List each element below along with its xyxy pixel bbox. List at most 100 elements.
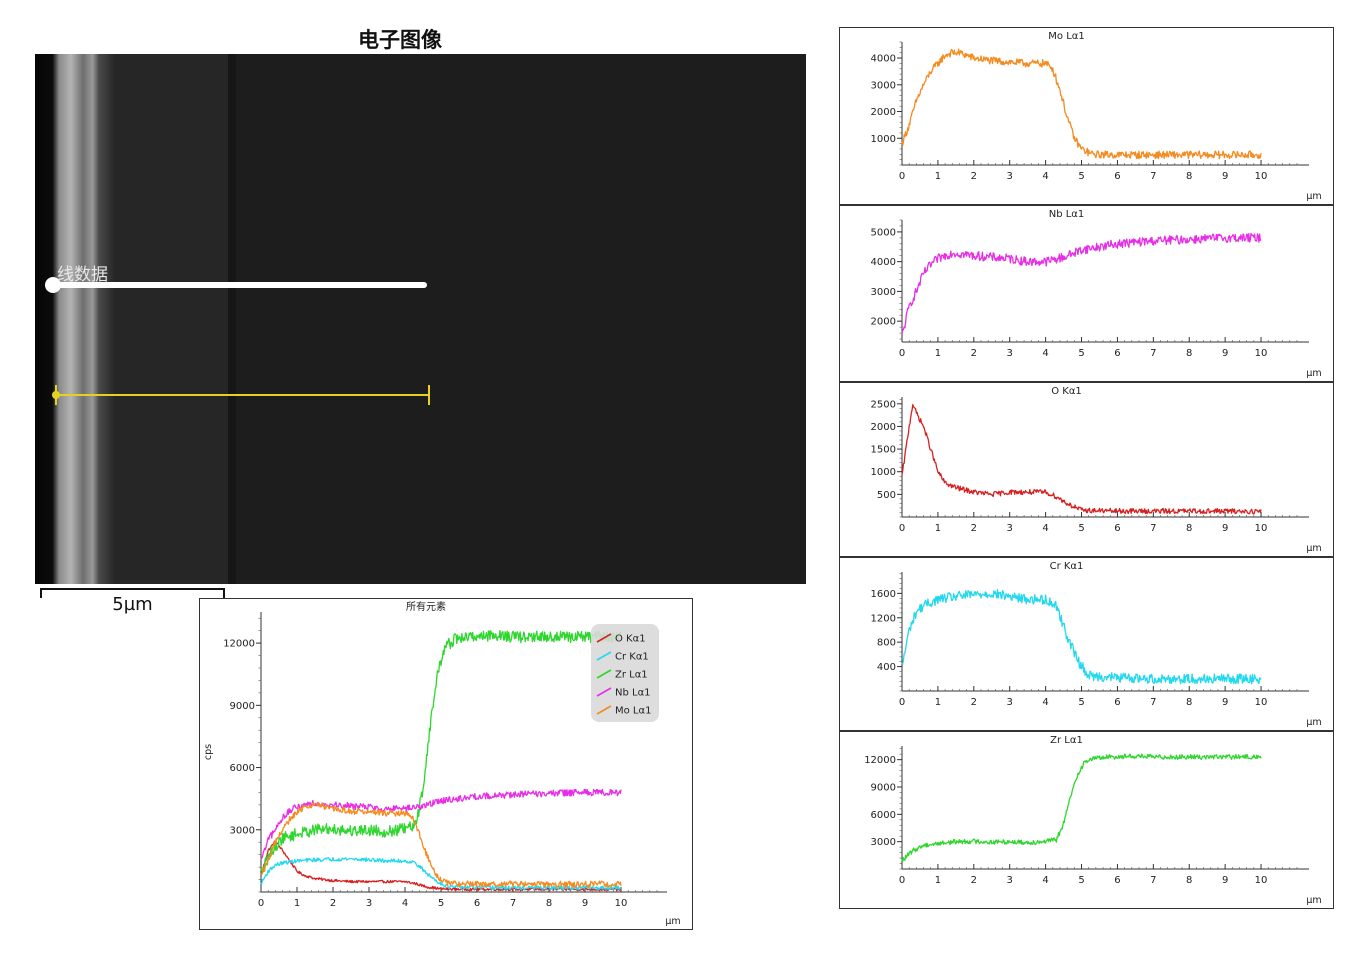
- y-tick-label-all: 9000: [230, 701, 255, 712]
- x-tick-label-mo: 4: [1042, 171, 1048, 182]
- x-tick-label-nb: 7: [1150, 348, 1156, 359]
- y-tick-label-o: 1000: [871, 467, 896, 478]
- x-tick-label-cr: 3: [1007, 697, 1013, 708]
- x-tick-label-mo: 7: [1150, 171, 1156, 182]
- series-line-nb-0: [901, 232, 1262, 334]
- x-tick-label-all: 10: [615, 898, 628, 909]
- y-tick-label-o: 2500: [871, 399, 896, 410]
- x-tick-label-nb: 9: [1222, 348, 1228, 359]
- electron-image-title: 电子图像: [358, 28, 442, 52]
- legend-label-3: Nb Lα1: [615, 688, 651, 699]
- chart-title-nb: Nb Lα1: [1049, 209, 1085, 220]
- chart-frame-mo: [839, 27, 1334, 205]
- x-tick-label-zr: 6: [1114, 875, 1120, 886]
- x-axis-label-all: µm: [665, 916, 680, 927]
- x-tick-label-nb: 3: [1007, 348, 1013, 359]
- chart-o: O Kα1 0 1 2 3 4 5 6 7 8 9 10 µm 500 1000 1500 2000 2500: [839, 382, 1334, 557]
- chart-nb: Nb Lα1 0 1 2 3 4 5 6 7 8 9 10 µm 2000 3000 4000 5000: [839, 205, 1334, 382]
- x-tick-label-cr: 7: [1150, 697, 1156, 708]
- series-line-all-4: [260, 802, 622, 888]
- y-tick-label-cr: 800: [877, 638, 896, 649]
- x-axis-label-o: µm: [1306, 543, 1321, 554]
- y-tick-label-nb: 4000: [871, 257, 896, 268]
- x-tick-label-cr: 8: [1186, 697, 1192, 708]
- x-tick-label-all: 2: [330, 898, 336, 909]
- x-tick-label-mo: 10: [1255, 171, 1268, 182]
- scale-bar-label: 5µm: [112, 594, 153, 615]
- legend-label-0: O Kα1: [615, 634, 646, 645]
- x-tick-label-mo: 8: [1186, 171, 1192, 182]
- x-tick-label-nb: 5: [1078, 348, 1084, 359]
- x-tick-label-o: 1: [935, 523, 941, 534]
- x-tick-label-cr: 2: [971, 697, 977, 708]
- scale-bar: [40, 588, 225, 598]
- y-tick-label-cr: 1600: [871, 589, 896, 600]
- x-tick-label-all: 9: [582, 898, 588, 909]
- x-tick-label-o: 10: [1255, 523, 1268, 534]
- x-tick-label-o: 0: [899, 523, 905, 534]
- legend-label-2: Zr Lα1: [615, 670, 648, 681]
- x-tick-label-o: 6: [1114, 523, 1120, 534]
- chart-title-o: O Kα1: [1051, 386, 1082, 397]
- x-tick-label-zr: 4: [1042, 875, 1048, 886]
- sem-interface-line: [228, 54, 236, 584]
- chart-frame-o: [839, 382, 1334, 557]
- y-axis-label-all: cps: [203, 744, 214, 760]
- x-tick-label-all: 4: [402, 898, 408, 909]
- y-tick-label-mo: 1000: [871, 134, 896, 145]
- y-tick-label-o: 2000: [871, 422, 896, 433]
- y-tick-label-cr: 400: [877, 662, 896, 673]
- x-axis-label-nb: µm: [1306, 368, 1321, 379]
- x-tick-label-all: 0: [258, 898, 264, 909]
- x-tick-label-cr: 9: [1222, 697, 1228, 708]
- x-tick-label-cr: 4: [1042, 697, 1048, 708]
- chart-all-elements: 所有元素 0 1 2 3 4 5 6 7 8 9 10 µm 3000 6000 9000 12000 cps O …: [199, 598, 693, 930]
- y-tick-label-mo: 3000: [871, 80, 896, 91]
- chart-zr: Zr Lα1 0 1 2 3 4 5 6 7 8 9 10 µm 3000 6000 9000 12000: [839, 731, 1334, 909]
- x-tick-label-cr: 10: [1255, 697, 1268, 708]
- x-tick-label-zr: 5: [1078, 875, 1084, 886]
- chart-title-all: 所有元素: [406, 600, 446, 613]
- x-tick-label-nb: 1: [935, 348, 941, 359]
- x-tick-label-all: 8: [546, 898, 552, 909]
- x-tick-label-zr: 8: [1186, 875, 1192, 886]
- legend-label-1: Cr Kα1: [615, 652, 649, 663]
- chart-title-cr: Cr Kα1: [1050, 561, 1084, 572]
- sem-coating-edge: [35, 54, 115, 584]
- series-line-all-2: [260, 629, 622, 875]
- x-tick-label-nb: 0: [899, 348, 905, 359]
- x-tick-label-all: 1: [294, 898, 300, 909]
- y-tick-label-zr: 12000: [864, 755, 896, 766]
- y-tick-label-all: 3000: [230, 825, 255, 836]
- yellow-line-scan-start[interactable]: [52, 391, 60, 399]
- x-axis-label-mo: µm: [1306, 191, 1321, 202]
- x-tick-label-all: 5: [438, 898, 444, 909]
- x-tick-label-mo: 9: [1222, 171, 1228, 182]
- y-tick-label-zr: 9000: [871, 783, 896, 794]
- x-tick-label-nb: 6: [1114, 348, 1120, 359]
- x-tick-label-mo: 2: [971, 171, 977, 182]
- x-tick-label-o: 7: [1150, 523, 1156, 534]
- legend-box: [591, 624, 659, 722]
- x-tick-label-nb: 2: [971, 348, 977, 359]
- x-tick-label-o: 8: [1186, 523, 1192, 534]
- white-line-scan-start[interactable]: [45, 277, 61, 293]
- legend-swatch-3: [596, 687, 612, 697]
- x-tick-label-zr: 9: [1222, 875, 1228, 886]
- x-tick-label-nb: 8: [1186, 348, 1192, 359]
- legend-swatch-0: [596, 633, 612, 643]
- legend-swatch-2: [596, 669, 612, 679]
- electron-image-canvas: [35, 54, 806, 584]
- x-tick-label-zr: 1: [935, 875, 941, 886]
- series-line-cr-0: [901, 588, 1262, 685]
- sem-interlayer: [115, 54, 235, 584]
- x-axis-label-zr: µm: [1306, 895, 1321, 906]
- x-tick-label-nb: 4: [1042, 348, 1048, 359]
- x-tick-label-all: 3: [366, 898, 372, 909]
- chart-cr: Cr Kα1 0 1 2 3 4 5 6 7 8 9 10 µm 400 800 1200 1600: [839, 557, 1334, 731]
- x-tick-label-all: 7: [510, 898, 516, 909]
- chart-title-mo: Mo Lα1: [1048, 31, 1084, 42]
- x-tick-label-mo: 5: [1078, 171, 1084, 182]
- x-tick-label-o: 5: [1078, 523, 1084, 534]
- x-tick-label-o: 9: [1222, 523, 1228, 534]
